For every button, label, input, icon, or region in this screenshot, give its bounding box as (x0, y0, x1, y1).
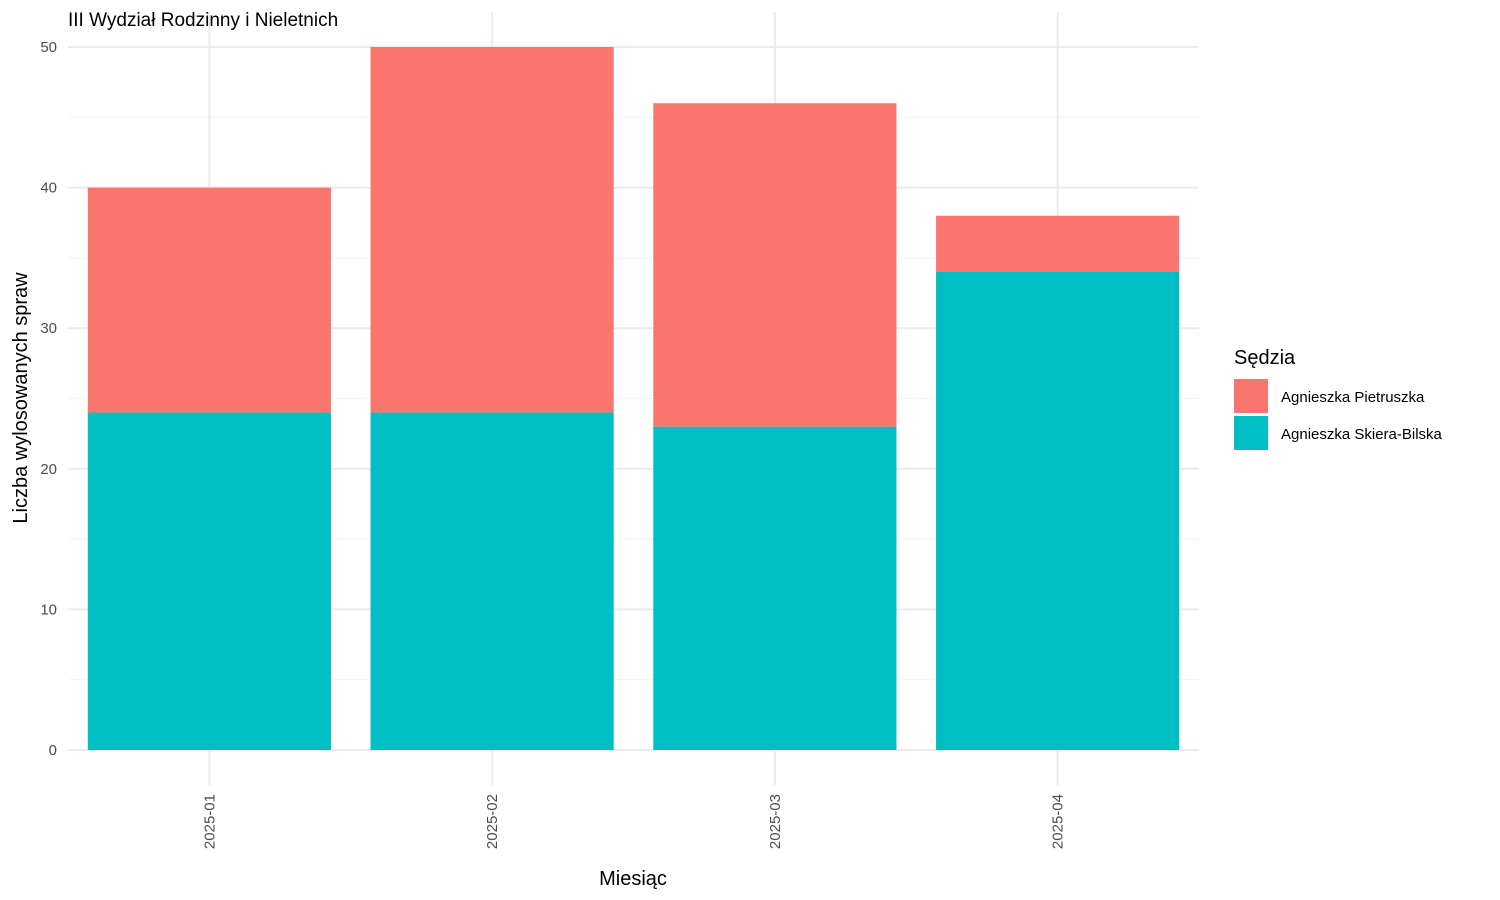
bar-segment (370, 47, 614, 413)
y-axis-ticks: 0 10 20 30 40 50 (40, 39, 57, 759)
bar-segment (653, 103, 897, 427)
bar-segment (87, 187, 331, 413)
y-tick-label: 10 (40, 601, 57, 618)
legend-label: Agnieszka Pietruszka (1281, 389, 1425, 406)
chart-title: III Wydział Rodzinny i Nieletnich (68, 10, 338, 31)
x-tick-label: 2025-02 (484, 794, 501, 849)
bar-segment (653, 426, 897, 750)
x-axis-ticks: 2025-01 2025-02 2025-03 2025-04 (201, 794, 1066, 849)
x-tick-label: 2025-04 (1050, 794, 1067, 849)
legend-label: Agnieszka Skiera-Bilska (1281, 426, 1443, 443)
legend-title: Sędzia (1234, 347, 1296, 369)
y-axis-title: Liczba wylosowanych spraw (10, 272, 32, 524)
bar-segment (936, 271, 1180, 750)
y-tick-label: 20 (40, 461, 57, 478)
legend: Sędzia Agnieszka Pietruszka Agnieszka Ski… (1234, 347, 1443, 450)
bar-segment (370, 412, 614, 750)
y-tick-label: 40 (40, 180, 57, 197)
legend-swatch (1234, 379, 1268, 413)
y-tick-label: 50 (40, 39, 57, 56)
bar-segment (87, 412, 331, 750)
y-tick-label: 30 (40, 320, 57, 337)
legend-swatch (1234, 416, 1268, 450)
x-axis-title: Miesiąc (599, 868, 667, 890)
bar-segment (936, 215, 1180, 272)
y-tick-label: 0 (49, 742, 57, 759)
x-tick-label: 2025-03 (767, 794, 784, 849)
x-tick-label: 2025-01 (201, 794, 218, 849)
bars (87, 47, 1180, 750)
